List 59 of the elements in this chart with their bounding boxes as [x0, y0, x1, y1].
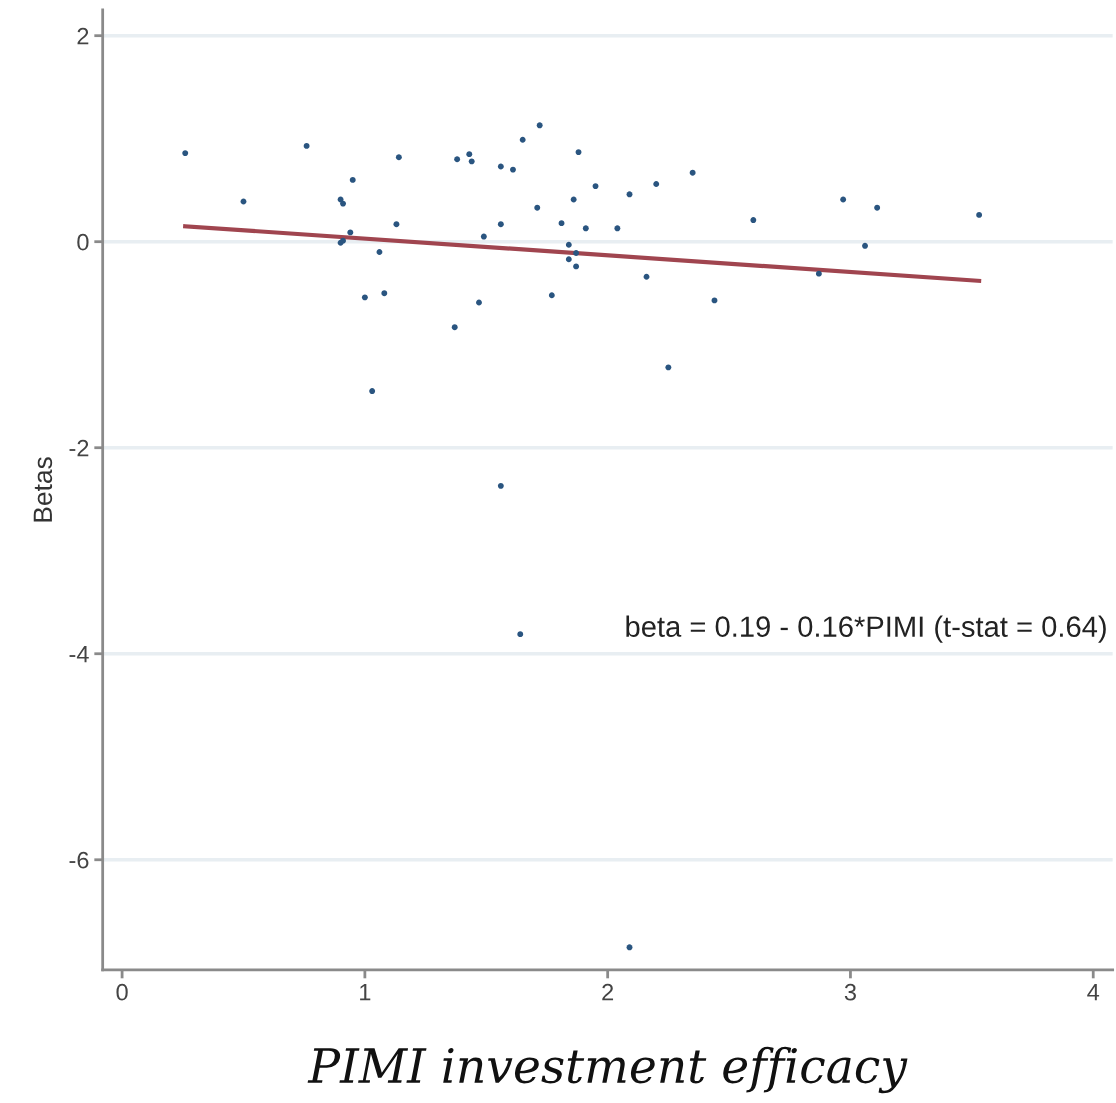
point [592, 183, 599, 190]
annotation: beta = 0.19 - 0.16*PIMI (t-stat = 0.64) [626, 615, 1106, 643]
point [711, 297, 718, 304]
point [182, 150, 189, 157]
point [454, 156, 461, 163]
point [497, 163, 504, 170]
point [689, 169, 696, 176]
point [361, 294, 368, 301]
x-tick-label: 1 [360, 984, 371, 1001]
point [240, 198, 247, 205]
point [665, 364, 672, 371]
point [614, 225, 621, 232]
point [476, 299, 482, 306]
point [536, 122, 543, 129]
point [303, 142, 310, 149]
point [497, 482, 504, 489]
point [497, 221, 504, 228]
point [570, 196, 577, 203]
point [976, 211, 983, 218]
point [369, 388, 376, 395]
point [565, 256, 572, 263]
point [558, 220, 565, 227]
y-axis-title: Betas [33, 457, 53, 522]
point [381, 290, 388, 297]
y-tick-label: 0 [77, 233, 89, 251]
point [862, 242, 868, 249]
point [517, 631, 524, 638]
point [653, 181, 660, 187]
point [575, 149, 582, 156]
point [534, 204, 541, 211]
point [349, 176, 356, 183]
point [451, 324, 458, 331]
y-tick-label: -6 [69, 851, 89, 869]
point [468, 158, 475, 165]
point [573, 250, 580, 256]
x-axis-title: PIMI investment efficacy [307, 1046, 908, 1094]
y-tick-label: -4 [69, 646, 89, 663]
point [480, 233, 487, 240]
point [565, 241, 572, 248]
y-tick-label: -2 [69, 439, 89, 457]
y-tick-label: 2 [77, 27, 89, 45]
point [750, 217, 757, 224]
point [393, 221, 400, 228]
point [510, 166, 516, 173]
point [840, 196, 847, 203]
point [573, 263, 580, 270]
point [340, 200, 346, 207]
point [395, 154, 402, 161]
point [582, 225, 589, 232]
x-tick-label: 2 [602, 983, 614, 1001]
point [376, 249, 383, 255]
x-tick-label: 3 [844, 983, 856, 1001]
x-tick-label: 0 [116, 983, 128, 1001]
x-tick-label: 4 [1087, 984, 1100, 1001]
point [548, 292, 555, 299]
point [519, 136, 526, 143]
point [466, 151, 473, 158]
point [815, 270, 822, 277]
point [874, 204, 881, 211]
